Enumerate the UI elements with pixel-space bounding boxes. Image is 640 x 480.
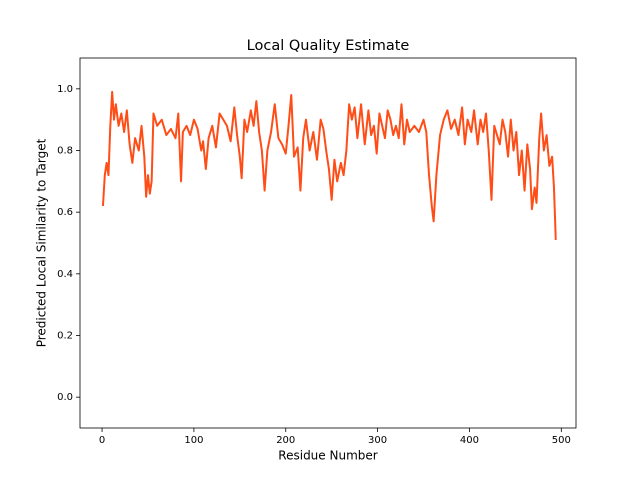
plot-frame bbox=[79, 57, 577, 429]
line bbox=[103, 92, 556, 240]
y-tick-label: 1.0 bbox=[57, 84, 73, 95]
chart-title: Local Quality Estimate bbox=[247, 38, 410, 54]
y-tick-label: 0.0 bbox=[57, 392, 73, 403]
x-tick-label: 500 bbox=[552, 435, 571, 446]
x-tick-label: 100 bbox=[184, 435, 203, 446]
y-tick-label: 0.6 bbox=[57, 207, 73, 218]
y-tick-label: 0.8 bbox=[57, 146, 73, 157]
x-tick-label: 300 bbox=[368, 435, 387, 446]
y-tick-label: 0.4 bbox=[57, 269, 73, 280]
x-axis-label: Residue Number bbox=[278, 449, 377, 463]
y-axis-label: Predicted Local Similarity to Target bbox=[35, 138, 49, 347]
y-tick-label: 0.2 bbox=[57, 331, 73, 342]
x-tick-label: 200 bbox=[276, 435, 295, 446]
x-tick-label: 400 bbox=[460, 435, 479, 446]
x-tick-label: 0 bbox=[99, 435, 105, 446]
